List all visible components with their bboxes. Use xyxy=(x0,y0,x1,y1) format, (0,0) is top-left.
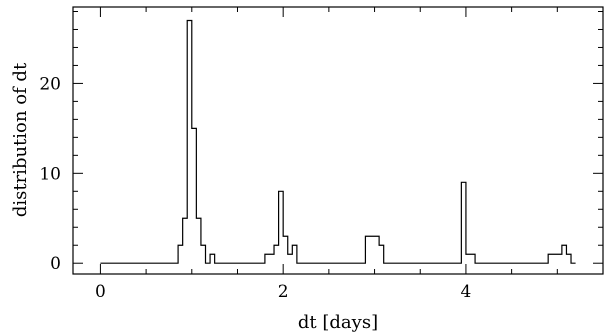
y-tick-label: 10 xyxy=(39,164,61,184)
x-tick-label: 4 xyxy=(461,282,472,302)
y-tick-label: 0 xyxy=(50,254,61,274)
x-tick-label: 2 xyxy=(278,282,289,302)
x-tick-label: 0 xyxy=(95,282,106,302)
x-axis-label: dt [days] xyxy=(298,312,378,333)
histogram-line xyxy=(100,19,576,264)
y-tick-label: 20 xyxy=(39,74,61,94)
tick-labels: 0 2 4 0 10 20 xyxy=(39,74,471,302)
plot-frame xyxy=(72,6,604,275)
axis-ticks xyxy=(73,7,604,274)
y-axis-label: distribution of dt xyxy=(10,62,31,217)
